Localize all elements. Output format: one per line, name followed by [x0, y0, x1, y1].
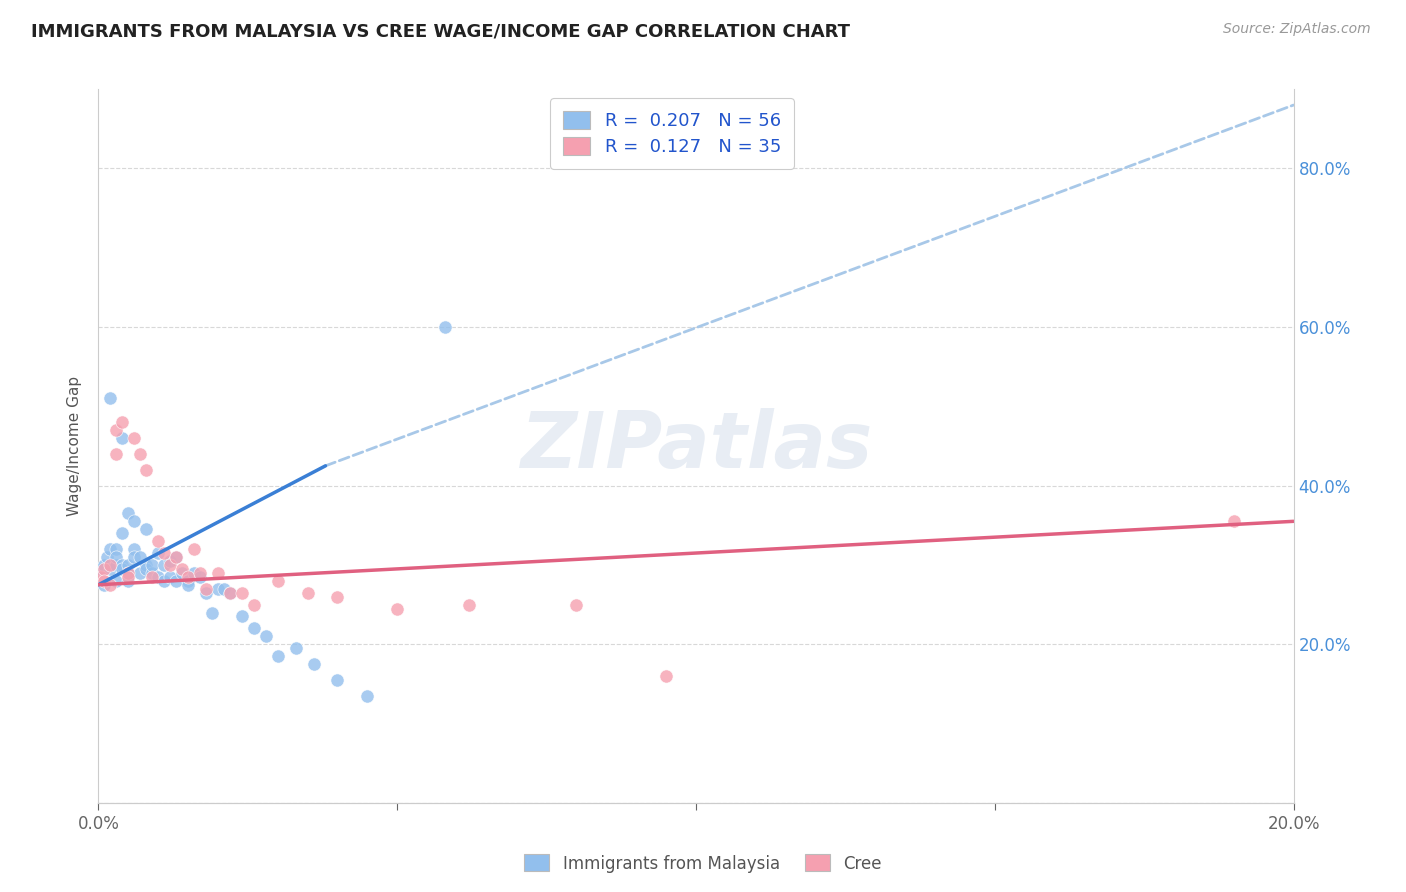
Point [129, 447, 152, 461]
Point [188, 570, 211, 584]
Point [129, 566, 152, 580]
Point [356, 689, 378, 703]
Text: ZIPatlas: ZIPatlas [520, 408, 872, 484]
Point [219, 585, 242, 599]
Point [98, 542, 122, 557]
Point [458, 598, 481, 612]
Point [159, 558, 181, 572]
Point [177, 570, 200, 584]
Legend: Immigrants from Malaysia, Cree: Immigrants from Malaysia, Cree [517, 847, 889, 880]
Point [105, 549, 128, 564]
Point [90, 562, 112, 576]
Point [105, 574, 128, 588]
Point [243, 621, 266, 635]
Point [159, 570, 181, 584]
Y-axis label: Wage/Income Gap: Wage/Income Gap [67, 376, 83, 516]
Point [434, 320, 457, 334]
Point [117, 566, 139, 580]
Point [98, 558, 122, 572]
Point [111, 558, 134, 572]
Point [105, 447, 128, 461]
Point [124, 542, 146, 557]
Point [90, 570, 112, 584]
Point [96, 549, 118, 564]
Point [183, 566, 205, 580]
Point [231, 585, 253, 599]
Point [117, 566, 139, 580]
Point [326, 673, 349, 687]
Legend: R =  0.207   N = 56, R =  0.127   N = 35: R = 0.207 N = 56, R = 0.127 N = 35 [551, 98, 793, 169]
Point [98, 562, 122, 576]
Point [219, 585, 242, 599]
Point [111, 562, 134, 576]
Point [195, 582, 218, 596]
Point [165, 549, 187, 564]
Point [135, 562, 157, 576]
Point [243, 598, 266, 612]
Point [267, 649, 290, 664]
Point [111, 415, 134, 429]
Point [135, 558, 157, 572]
Point [188, 566, 211, 580]
Point [93, 562, 115, 576]
Point [302, 657, 325, 671]
Point [153, 574, 176, 588]
Point [153, 558, 176, 572]
Point [93, 574, 115, 588]
Point [254, 629, 277, 643]
Point [93, 558, 115, 572]
Point [267, 574, 290, 588]
Point [111, 431, 134, 445]
Point [207, 566, 229, 580]
Point [385, 601, 409, 615]
Point [105, 558, 128, 572]
Point [177, 574, 200, 588]
Point [117, 570, 139, 584]
Point [129, 549, 152, 564]
Point [159, 554, 181, 568]
Point [153, 546, 176, 560]
Point [141, 558, 163, 572]
Point [297, 585, 319, 599]
Point [165, 574, 187, 588]
Point [93, 578, 115, 592]
Point [117, 558, 139, 572]
Point [124, 549, 146, 564]
Point [172, 562, 194, 576]
Point [172, 566, 194, 580]
Point [201, 606, 224, 620]
Point [117, 574, 139, 588]
Point [124, 514, 146, 528]
Point [98, 578, 122, 592]
Point [148, 534, 170, 549]
Point [117, 507, 139, 521]
Point [212, 582, 235, 596]
Point [565, 598, 588, 612]
Point [655, 669, 678, 683]
Point [141, 566, 163, 580]
Point [195, 585, 218, 599]
Point [326, 590, 349, 604]
Point [135, 463, 157, 477]
Point [148, 546, 170, 560]
Text: IMMIGRANTS FROM MALAYSIA VS CREE WAGE/INCOME GAP CORRELATION CHART: IMMIGRANTS FROM MALAYSIA VS CREE WAGE/IN… [31, 22, 851, 40]
Point [183, 542, 205, 557]
Point [111, 526, 134, 541]
Point [148, 570, 170, 584]
Text: Source: ZipAtlas.com: Source: ZipAtlas.com [1223, 22, 1371, 37]
Point [284, 641, 307, 656]
Point [207, 582, 229, 596]
Point [98, 392, 122, 406]
Point [105, 423, 128, 437]
Point [124, 431, 146, 445]
Point [231, 609, 253, 624]
Point [165, 549, 187, 564]
Point [135, 522, 157, 536]
Point [105, 542, 128, 557]
Point [177, 578, 200, 592]
Point [1223, 514, 1246, 528]
Point [141, 570, 163, 584]
